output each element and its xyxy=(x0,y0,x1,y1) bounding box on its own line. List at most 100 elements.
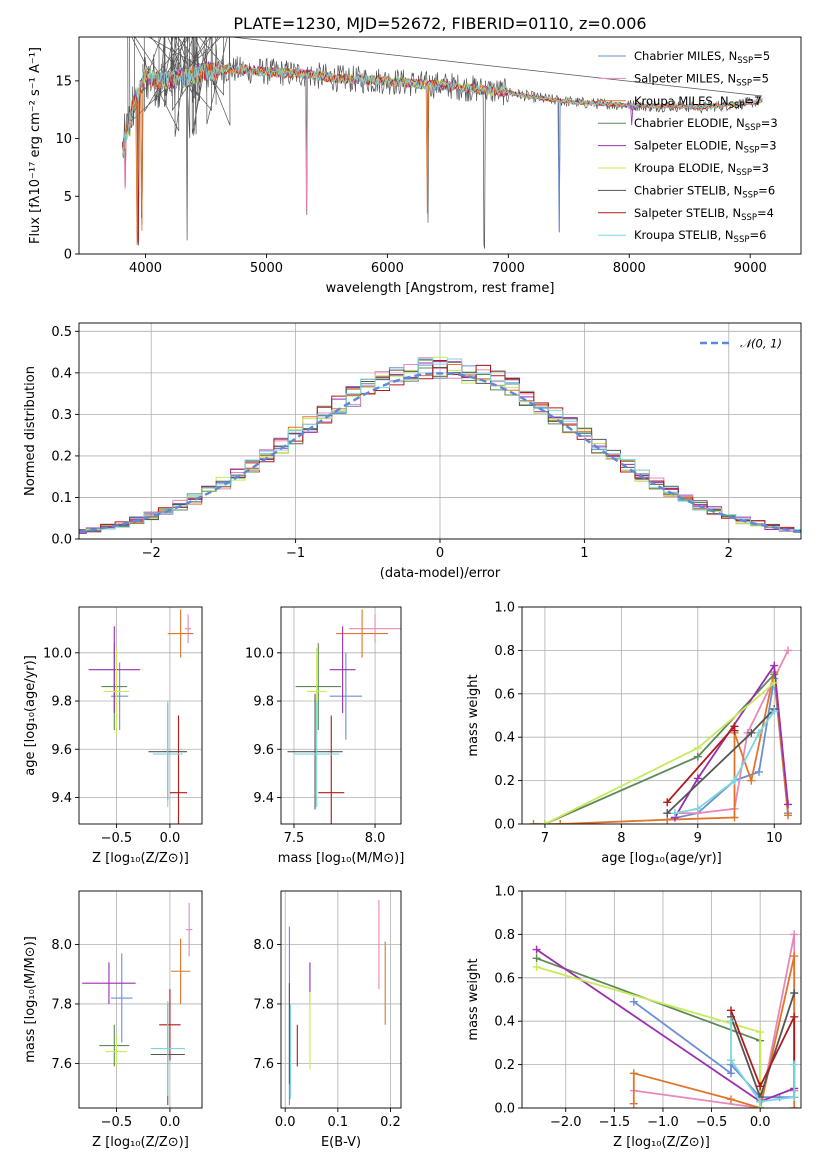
weight-point-marker xyxy=(629,1099,638,1108)
weight-point-marker xyxy=(790,1012,799,1021)
legend-nssp-eq: = xyxy=(753,49,763,63)
x-tick-label: −1.0 xyxy=(647,1115,679,1130)
residual-histogram xyxy=(79,358,801,532)
axes-frame xyxy=(78,890,203,1109)
x-axis-label: wavelength [Angstrom, rest frame] xyxy=(326,281,555,296)
weight-point-marker xyxy=(556,820,565,824)
weight-point-marker xyxy=(693,804,702,813)
y-tick-label: 0.0 xyxy=(494,1102,515,1117)
weight-point-marker xyxy=(790,952,799,961)
weight-point-marker xyxy=(747,728,756,737)
weight-series-line xyxy=(730,1010,796,1098)
y-tick-label: 15 xyxy=(55,74,72,89)
legend-nssp-eq: = xyxy=(757,206,767,220)
weight-point-marker xyxy=(693,774,702,783)
weight-point-marker xyxy=(747,776,756,785)
legend-nssp-sub: SSP xyxy=(734,235,750,245)
y-tick-label: 0.1 xyxy=(51,491,72,506)
weight-point-marker xyxy=(540,820,549,824)
legend-gaussian-label: 𝒩(0, 1) xyxy=(740,337,782,351)
weight-series-line xyxy=(544,682,775,824)
weight-point-marker xyxy=(770,707,779,716)
axes-frame xyxy=(280,890,402,1109)
weight-point-marker xyxy=(532,945,541,954)
legend-nssp-value: 6 xyxy=(768,183,775,197)
legend-nssp-value: 3 xyxy=(762,161,769,175)
y-tick-label: 0.8 xyxy=(494,928,515,943)
legend-nssp-prefix: , N xyxy=(720,71,736,85)
x-tick-label: 6000 xyxy=(371,261,404,276)
legend-nssp-value: 5 xyxy=(762,71,769,85)
legend-model-name: Salpeter STELIB xyxy=(634,206,725,220)
weight-series-line xyxy=(632,955,796,1108)
y-tick-label: 0.3 xyxy=(51,408,72,423)
legend-nssp-eq: = xyxy=(744,94,754,108)
legend-nssp-sub: SSP xyxy=(736,78,752,88)
x-tick-label: 5000 xyxy=(250,261,283,276)
x-tick-label: 0.2 xyxy=(380,1115,401,1130)
weight-point-marker xyxy=(790,1093,799,1102)
y-axis-label: mass weight xyxy=(466,958,481,1040)
y-tick-label: 0.2 xyxy=(494,1058,515,1073)
weight-point-marker xyxy=(693,744,702,753)
weight-point-marker xyxy=(790,1104,799,1108)
x-tick-label: −0.5 xyxy=(101,1115,133,1130)
y-tick-label: 9.6 xyxy=(51,743,72,758)
weight-point-marker xyxy=(790,930,799,939)
weight-series-line xyxy=(533,671,789,824)
legend-model-name: Kroupa ELODIE xyxy=(634,161,720,175)
legend-nssp-value: 3 xyxy=(770,116,777,130)
weight-point-marker xyxy=(790,1060,799,1069)
x-tick-label: −0.5 xyxy=(696,1115,728,1130)
figure-title: PLATE=1230, MJD=52672, FIBERID=0110, z=0… xyxy=(233,14,646,33)
legend-model-name: Chabrier MILES xyxy=(634,49,721,63)
y-axis-label: mass weight xyxy=(466,674,481,756)
plot-area-age_vs_Z xyxy=(88,609,194,824)
y-tick-label: 0.4 xyxy=(494,1015,515,1030)
x-tick-label: 0.0 xyxy=(750,1115,771,1130)
plot-area-residuals xyxy=(79,356,801,534)
legend-entry: Chabrier ELODIE, NSSP=3 xyxy=(634,116,778,133)
weight-series-line xyxy=(666,708,775,814)
legend-nssp-prefix: , N xyxy=(720,161,736,175)
y-tick-label: 1.0 xyxy=(494,601,515,616)
plot-area-age_vs_mass xyxy=(287,609,401,824)
y-tick-label: 1.0 xyxy=(494,885,515,900)
legend-model-name: Salpeter MILES xyxy=(634,71,720,85)
plot-layer: 4000 5000 6000 7000 8000 9000051015wavelength… xyxy=(23,36,802,1150)
weight-series-line xyxy=(674,710,775,814)
y-tick-label: 7.8 xyxy=(253,997,274,1012)
plot-area-spectrum xyxy=(122,37,763,249)
y-tick-label: 0.5 xyxy=(51,325,72,340)
legend-nssp-value: 5 xyxy=(763,49,770,63)
legend-nssp-prefix: , N xyxy=(721,49,737,63)
weight-point-marker xyxy=(730,726,739,735)
legend-nssp-prefix: , N xyxy=(713,94,729,108)
y-tick-label: 0.0 xyxy=(51,533,72,548)
y-tick-label: 0.6 xyxy=(494,687,515,702)
y-tick-label: 7.6 xyxy=(51,1057,72,1072)
spectrum-series-line xyxy=(122,63,763,156)
y-tick-label: 0.0 xyxy=(494,818,515,833)
weight-point-marker xyxy=(730,813,739,822)
y-tick-label: 9.8 xyxy=(51,695,72,710)
y-tick-label: 0.4 xyxy=(494,731,515,746)
x-tick-label: 8.0 xyxy=(365,831,386,846)
legend-nssp-sub: SSP xyxy=(741,213,757,223)
x-tick-label: −2.0 xyxy=(550,1115,582,1130)
y-tick-label: 0.8 xyxy=(494,644,515,659)
legend-nssp-value: 4 xyxy=(767,206,774,220)
weight-point-marker xyxy=(663,798,672,807)
panel-spectrum: 4000 5000 6000 7000 8000 9000 0 5 10 15 wavelength… xyxy=(28,36,802,296)
legend-nssp-value: 6 xyxy=(759,228,766,242)
x-tick-label: 1 xyxy=(580,546,588,561)
x-tick-label: 2 xyxy=(725,546,733,561)
y-tick-label: 5 xyxy=(64,190,72,205)
x-axis-label: E(B-V) xyxy=(321,1135,361,1150)
weight-series-line xyxy=(633,1000,795,1099)
legend-nssp-sub: SSP xyxy=(745,123,761,133)
legend-nssp-eq: = xyxy=(752,71,762,85)
y-tick-label: 8.0 xyxy=(51,938,72,953)
y-axis-label: Normed distribution xyxy=(23,366,38,496)
